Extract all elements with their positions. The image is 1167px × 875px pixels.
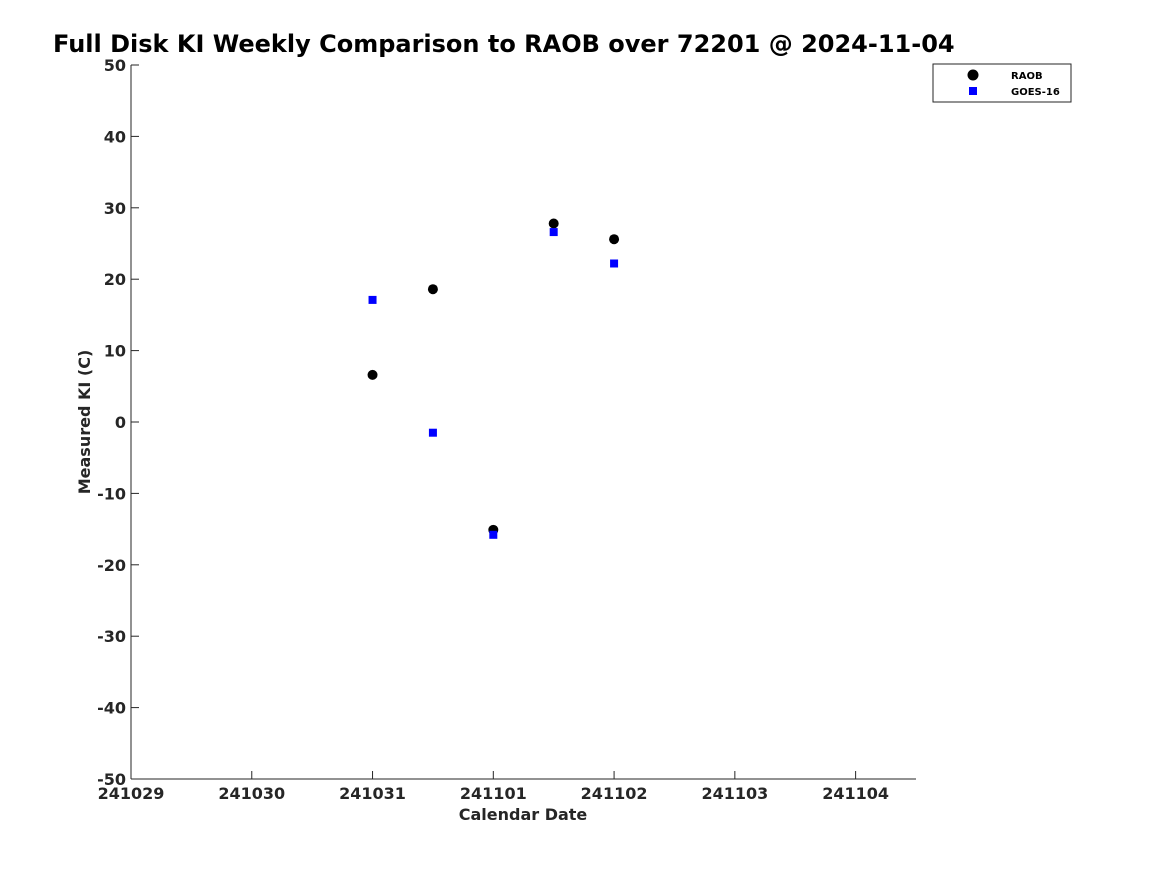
y-tick-label: 10 — [104, 342, 126, 361]
y-tick-label: -40 — [97, 699, 126, 718]
x-tick-label: 241104 — [822, 784, 889, 803]
raob-point — [548, 218, 559, 229]
goes-16-point — [610, 259, 619, 268]
legend-label-goes-16: GOES-16 — [1011, 87, 1060, 98]
x-ticks: 241029 241030 241031 241101 241102 241103 2411… — [98, 771, 889, 803]
chart-title: Full Disk KI Weekly Comparison to RAOB o… — [53, 30, 955, 58]
x-axis-label: Calendar Date — [459, 805, 588, 824]
raob-point — [609, 234, 620, 245]
y-tick-label: 20 — [104, 270, 126, 289]
x-tick-label: 241029 — [98, 784, 165, 803]
x-tick-label: 241030 — [218, 784, 285, 803]
legend-marker-raob — [967, 69, 979, 81]
x-tick-label: 241102 — [581, 784, 648, 803]
y-ticks: 50 40 30 20 10 0 -10 -20 -30 -40 -50 — [97, 56, 139, 789]
x-tick-label: 241101 — [460, 784, 527, 803]
y-tick-label: -30 — [97, 627, 126, 646]
legend-label-raob: RAOB — [1011, 71, 1043, 82]
x-tick-label: 241031 — [339, 784, 406, 803]
legend-marker-goes-16 — [969, 87, 977, 95]
plot-axes — [130, 65, 916, 780]
y-tick-label: 0 — [115, 413, 126, 432]
y-axis-label: Measured KI (C) — [75, 350, 94, 495]
y-tick-label: -20 — [97, 556, 126, 575]
legend-box — [932, 63, 1072, 103]
y-tick-label: 40 — [104, 127, 126, 146]
data-points — [367, 218, 620, 539]
goes-16-point — [428, 428, 437, 437]
raob-point — [367, 369, 378, 380]
x-tick-label: 241103 — [701, 784, 768, 803]
y-tick-label: -50 — [97, 770, 126, 789]
y-tick-label: 50 — [104, 56, 126, 75]
goes-16-point — [368, 295, 377, 304]
legend: RAOB GOES-16 — [932, 63, 1072, 103]
goes-16-point — [489, 530, 498, 539]
y-tick-label: 30 — [104, 199, 126, 218]
raob-point — [427, 284, 438, 295]
y-tick-label: -10 — [97, 484, 126, 503]
goes-16-point — [549, 228, 558, 237]
